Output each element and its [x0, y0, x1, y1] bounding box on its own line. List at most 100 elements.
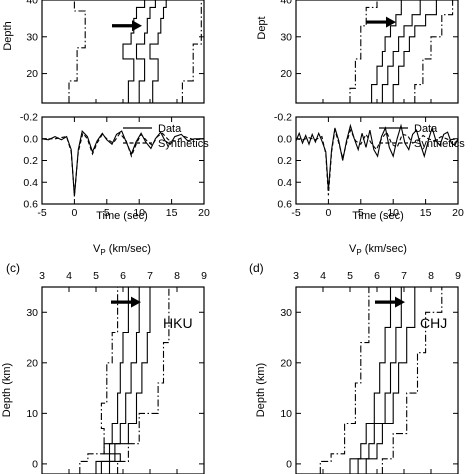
panel-d-xtick-label-3: 6: [374, 270, 380, 282]
panel-c-xtick-label-5: 8: [174, 270, 180, 282]
panel-d-xlabel: VP (km/sec): [349, 243, 407, 257]
panel-d-ylabel: Depth (km): [255, 363, 267, 417]
panel-a_top-series-3: [149, 0, 167, 103]
panel-b_bottom-xtick-label-2: 5: [358, 207, 364, 219]
panel-b_bottom-ytick-label-3: 0.4: [277, 177, 292, 189]
panel-a_top-series-0: [68, 0, 86, 103]
panel-b_bottom-series-0: [295, 123, 459, 190]
panel-a_bottom-ytick-label-1: 0.0: [23, 133, 38, 145]
panel-b_bottom-xtick-label-0: -5: [291, 207, 300, 219]
panel-c-ytick-label-2: 20: [26, 357, 38, 369]
panel-c-xtick-label-6: 9: [201, 270, 207, 282]
panel-d-ytick-label-2: 20: [280, 357, 292, 369]
panel-d-xtick-label-4: 7: [401, 270, 407, 282]
panel-b-ylabel: Dept: [256, 16, 268, 39]
panel-d-series-1: [349, 287, 392, 474]
panel-c-xtick-label-4: 7: [147, 270, 153, 282]
panel-a-velocity-profile: Depth 20 30 40: [2, 0, 205, 104]
panel-a_bottom-xtick-label-1: 0: [71, 207, 77, 219]
legend-b-data-label: Data: [414, 123, 438, 135]
panel-b_top-series-0: [349, 0, 378, 103]
panel-c-xlabel: VP (km/sec): [93, 243, 151, 257]
panel-d-xtick-label-6: 9: [455, 270, 461, 282]
panel-b_top-series-2: [381, 0, 421, 103]
panel-d-series-0: [319, 287, 370, 474]
panel-b_top-series-3: [392, 0, 437, 103]
panel-b_top-ytick-label-1: 30: [280, 31, 292, 43]
panel-d-xtick-label-2: 5: [347, 270, 353, 282]
panel-d-label: (d): [249, 261, 264, 275]
panel-c-series-3: [108, 287, 151, 474]
panel-a-ylabel: Depth: [2, 21, 14, 50]
panel-b_bottom-ytick-label-0: -0.2: [274, 112, 292, 124]
panel-a_top-ytick-label-2: 40: [26, 0, 38, 7]
panel-c-ylabel: Depth (km): [1, 363, 13, 417]
panel-c-xlabel-unit: (km/sec): [106, 243, 151, 255]
panel-a_bottom-ytick-label-3: 0.4: [23, 177, 38, 189]
panel-a_bottom-xtick-label-0: -5: [37, 207, 46, 219]
panel-a_bottom-xtick-label-4: 15: [166, 207, 178, 219]
panel-c-xtick-label-3: 6: [120, 270, 126, 282]
panel-d-series-3: [365, 287, 416, 474]
panel-d-xtick-label-1: 4: [320, 270, 326, 282]
panel-d-velocity-profile: (d) CHJ VP (km/sec) Depth (km) 0 10 20 30 3 4…: [249, 243, 461, 474]
panel-d-series-4: [381, 287, 443, 474]
panel-d-xtick-label-0: 3: [293, 270, 299, 282]
panel-a_top-series-4: [181, 0, 202, 103]
panel-b_bottom-xtick-label-4: 15: [420, 207, 432, 219]
panel-b_bottom-series-1: [295, 128, 459, 196]
panel-b_bottom-xtick-label-3: 10: [387, 207, 399, 219]
panel-a_bottom-xtick-label-5: 20: [198, 207, 210, 219]
legend-a-synthetics-label: Synthetics: [158, 138, 209, 150]
panel-c-xtick-label-2: 5: [93, 270, 99, 282]
panel-a_bottom-ytick-label-2: 0.2: [23, 155, 38, 167]
panel-c-ytick-label-0: 0: [32, 458, 38, 470]
panel-d-arrow-head: [395, 296, 405, 308]
panel-c-ytick-label-3: 30: [26, 307, 38, 319]
panel-a_top-series-2: [135, 0, 156, 103]
panel-c-label: (c): [6, 261, 20, 275]
panel-d-station: CHJ: [420, 315, 447, 331]
panel-c-series-2: [100, 287, 140, 474]
panel-d-xlabel-unit: (km/sec): [362, 243, 407, 255]
panel-b_bottom-ytick-label-2: 0.2: [277, 155, 292, 167]
panel-a_top-ytick-label-0: 20: [26, 68, 38, 80]
panel-a_bottom-xtick-label-3: 10: [133, 207, 145, 219]
panel-a_top-ytick-label-1: 30: [26, 31, 38, 43]
panel-c-xlabel-v: V: [93, 243, 101, 255]
panel-d-series-2: [357, 287, 402, 474]
panel-b_top-series-4: [414, 0, 454, 103]
panel-b_bottom-xtick-label-1: 0: [325, 207, 331, 219]
panel-a_bottom-xtick-label-2: 5: [104, 207, 110, 219]
panel-d-xtick-label-5: 8: [428, 270, 434, 282]
legend-a-data-label: Data: [158, 123, 182, 135]
panel-c-arrow-head: [131, 296, 141, 308]
panel-d-ytick-label-1: 10: [280, 408, 292, 420]
panel-b_bottom-ytick-label-1: 0.0: [277, 133, 292, 145]
panel-a_bottom-ytick-label-0: -0.2: [20, 112, 38, 124]
panel-b_top-series-1: [371, 0, 402, 103]
panel-a_bottom-ytick-label-4: 0.6: [23, 199, 38, 211]
panel-b_bottom-ytick-label-4: 0.6: [277, 199, 292, 211]
panel-b-velocity-profile: Dept 20 30 40: [256, 0, 459, 104]
panel-a_top-arrow-head: [132, 20, 142, 32]
panel-c-ytick-label-1: 10: [26, 408, 38, 420]
panel-a_top-series-1: [122, 0, 146, 103]
panel-a-xlabel: Time (sec): [96, 210, 148, 222]
panel-b_bottom-xtick-label-5: 20: [452, 207, 464, 219]
panel-d-xlabel-sub: P: [356, 248, 361, 257]
panel-d-ytick-label-3: 30: [280, 307, 292, 319]
panel-c-series-0: [79, 287, 119, 474]
panel-b-waveform: Time (sec) Data Synthetics -0.20.00.20.4…: [274, 112, 465, 223]
panel-b_top-arrow-head: [386, 16, 396, 28]
panel-d-ytick-label-0: 0: [286, 458, 292, 470]
panel-b_top-ytick-label-2: 40: [280, 0, 292, 7]
panel-c-series-1: [95, 287, 129, 474]
panel-d-xlabel-v: V: [349, 243, 357, 255]
panel-b_top-ytick-label-0: 20: [280, 68, 292, 80]
panel-c-velocity-profile: (c) HKU VP (km/sec) Depth (km) 0 10 20 30 3 4…: [1, 243, 207, 474]
panel-c-xtick-label-0: 3: [39, 270, 45, 282]
panel-c-xtick-label-1: 4: [66, 270, 72, 282]
panel-b-xlabel: Time (sec): [352, 210, 404, 222]
